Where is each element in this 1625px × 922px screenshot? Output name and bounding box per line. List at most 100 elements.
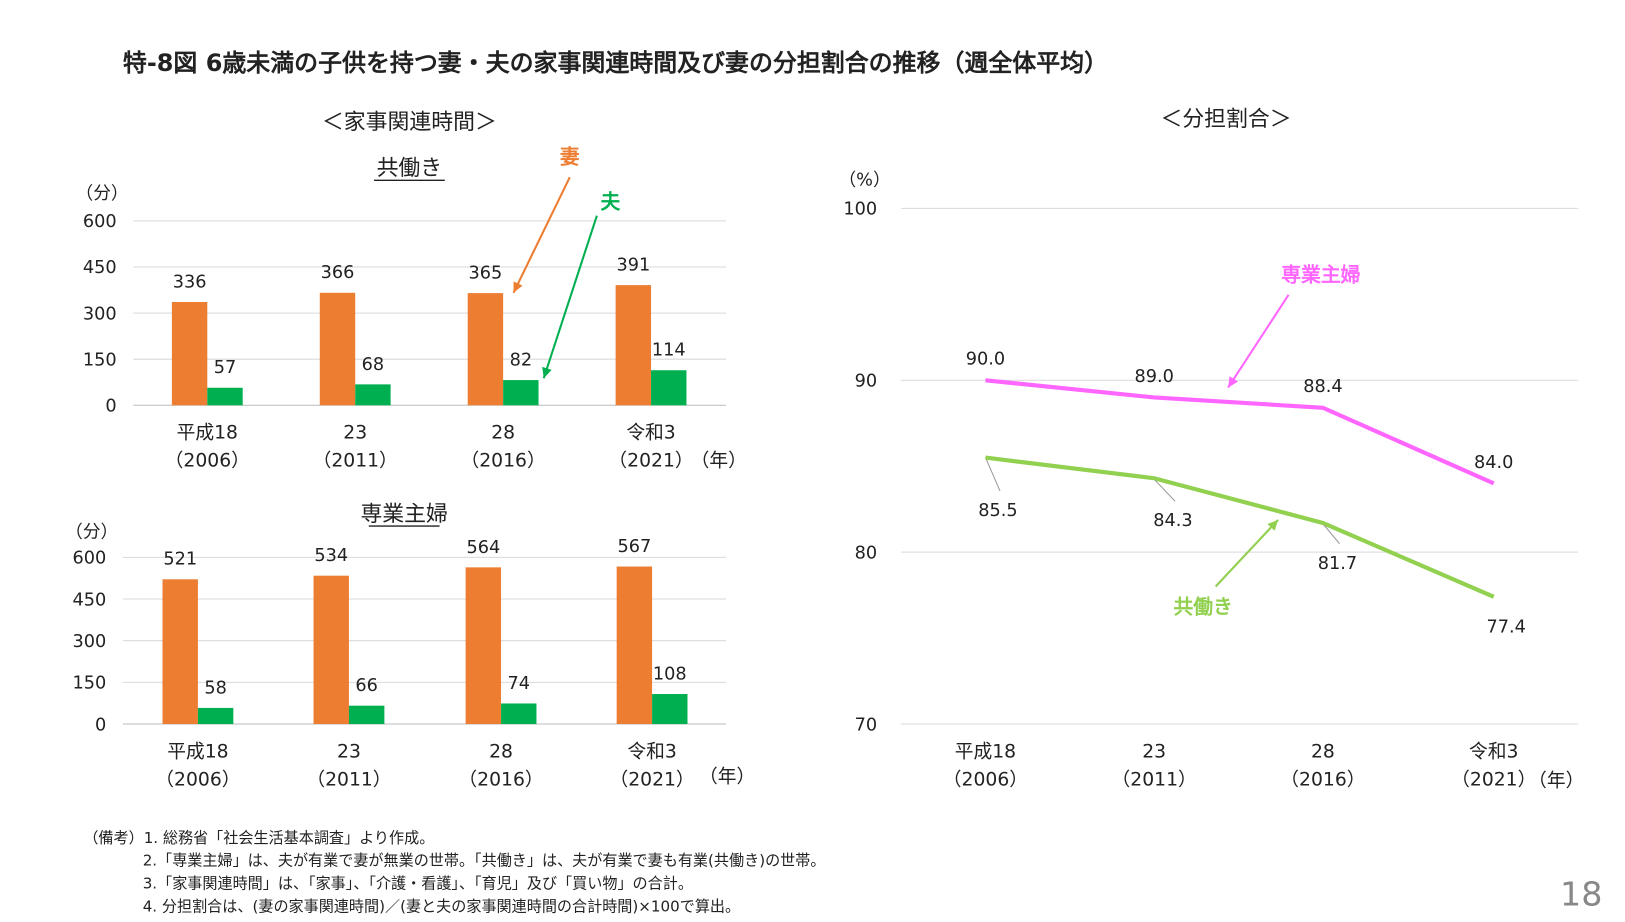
legend-husband-label: 夫	[601, 190, 621, 213]
note-3: 3.「家事関連時間」は、「家事」、「介護・看護」、「育児」及び「買い物」の合計。	[143, 875, 693, 893]
y-axis-unit: （%）	[838, 170, 890, 190]
data-label: 90.0	[966, 350, 1005, 370]
y-tick-label: 0	[95, 715, 106, 735]
y-axis-unit: （分）	[65, 522, 118, 543]
bar-husband	[652, 694, 688, 725]
data-label-husband: 66	[355, 676, 378, 696]
chart-title: 共働き	[377, 156, 443, 181]
x-tick-label: 令和3	[626, 422, 675, 444]
data-label: 89.0	[1134, 367, 1173, 387]
bar-wife	[615, 285, 652, 406]
y-axis-unit: （分）	[76, 183, 129, 204]
note-1: （備考）1. 総務省「社会生活基本調査」より作成。	[83, 829, 434, 847]
x-tick-label: 23	[343, 423, 367, 444]
bar-husband	[501, 703, 537, 725]
y-tick-label: 300	[72, 632, 106, 652]
y-tick-label: 600	[83, 212, 117, 232]
data-label-husband: 58	[204, 678, 227, 698]
leader-line	[1154, 479, 1176, 502]
arrow-wife-head-icon	[513, 281, 523, 293]
data-label-husband: 108	[653, 664, 687, 684]
x-tick-year: （2011）	[313, 450, 398, 472]
bar-husband	[355, 384, 391, 406]
bar-husband	[651, 370, 687, 406]
data-label-wife: 365	[469, 264, 503, 284]
x-tick-year: （2011）	[1112, 768, 1197, 790]
x-axis-unit: （年）	[1528, 770, 1584, 792]
right-header: ＜分担割合＞	[1160, 107, 1291, 132]
chart-title: 専業主婦	[360, 502, 447, 527]
bar-husband	[197, 707, 234, 725]
y-tick-label: 150	[83, 350, 117, 370]
x-tick-year: （2016）	[458, 768, 543, 790]
bar-wife	[171, 302, 208, 406]
arrow-dual-income	[1214, 519, 1279, 588]
x-tick-year: （2006）	[155, 768, 240, 790]
data-label-wife: 534	[314, 546, 348, 566]
figure-title: 特-8図 6歳未満の子供を持つ妻・夫の家事関連時間及び妻の分担割合の推移（週全体…	[123, 49, 1108, 77]
x-tick-year: （2016）	[1280, 768, 1365, 790]
note-4: 4. 分担割合は、(妻の家事関連時間)／(妻と夫の家事関連時間の合計時間)×10…	[143, 898, 740, 916]
chart-housewife-bars: 0 150 300 450 600 （分） 専業主婦 521 58 平成18 （2006） 534 66…	[65, 502, 755, 791]
y-tick-label: 0	[105, 397, 116, 417]
x-tick-year: （2021）	[1451, 768, 1536, 790]
x-tick-label: 28	[491, 423, 515, 444]
x-tick-label: 23	[1142, 741, 1166, 762]
arrow-housewife-head-icon	[1228, 376, 1238, 388]
series-line-dual-income	[985, 455, 1495, 599]
bar-husband	[348, 705, 385, 725]
x-tick-year: （2016）	[461, 450, 546, 472]
data-label-husband: 57	[214, 358, 237, 378]
x-tick-label: 令和3	[1469, 740, 1518, 762]
data-label-wife: 336	[173, 272, 207, 292]
y-tick-label: 90	[855, 372, 878, 392]
bar-husband	[207, 387, 243, 406]
x-tick-label: 23	[337, 741, 361, 762]
page-number: 18	[1560, 874, 1602, 913]
data-label: 77.4	[1487, 617, 1526, 637]
y-tick-label: 300	[83, 304, 117, 324]
x-tick-label: 令和3	[627, 740, 676, 762]
bar-wife	[467, 293, 504, 406]
data-label-wife: 564	[466, 538, 500, 558]
x-tick-label: 平成18	[167, 740, 228, 762]
y-tick-label: 70	[855, 715, 878, 735]
bar-wife	[616, 566, 653, 725]
data-label-husband: 68	[362, 355, 385, 375]
bar-wife	[162, 579, 198, 725]
series-line-housewife	[985, 378, 1495, 486]
data-label-wife: 567	[617, 537, 651, 557]
data-label: 88.4	[1303, 377, 1342, 397]
chart-share-lines: 70 80 90 100 （%） 平成18 （2006） 23 （2011） 28 （2016） 令和…	[838, 170, 1584, 791]
data-label-wife: 391	[616, 256, 650, 276]
y-tick-label: 450	[72, 590, 106, 610]
chart-dual-income-bars: 0 150 300 450 600 （分） 共働き 336 57 平成18 （2006） 366 68 2…	[76, 146, 747, 472]
data-label-wife: 521	[163, 550, 197, 570]
data-label: 84.0	[1474, 453, 1513, 473]
x-tick-label: 平成18	[177, 422, 238, 444]
leader-line	[1323, 524, 1340, 545]
bar-wife	[465, 567, 502, 725]
x-axis-unit: （年）	[699, 765, 755, 787]
legend-wife-label: 妻	[560, 146, 580, 169]
y-tick-label: 150	[72, 674, 106, 694]
data-label: 85.5	[978, 501, 1017, 521]
data-label: 81.7	[1318, 554, 1357, 574]
bar-husband	[503, 380, 539, 406]
x-axis-unit: （年）	[691, 450, 747, 472]
arrow-husband	[542, 215, 598, 379]
bar-wife	[319, 292, 356, 406]
y-tick-label: 80	[855, 543, 878, 563]
x-tick-label: 28	[489, 741, 513, 762]
arrow-husband-head-icon	[542, 366, 552, 379]
x-tick-year: （2006）	[943, 768, 1028, 790]
x-tick-year: （2011）	[306, 768, 391, 790]
y-tick-label: 600	[72, 549, 106, 569]
x-tick-label: 28	[1311, 741, 1335, 762]
data-label-husband: 74	[507, 674, 530, 694]
leader-line	[985, 459, 1001, 492]
series-label-housewife: 専業主婦	[1281, 263, 1360, 286]
x-tick-year: （2006）	[165, 450, 250, 472]
x-tick-label: 平成18	[955, 740, 1016, 762]
